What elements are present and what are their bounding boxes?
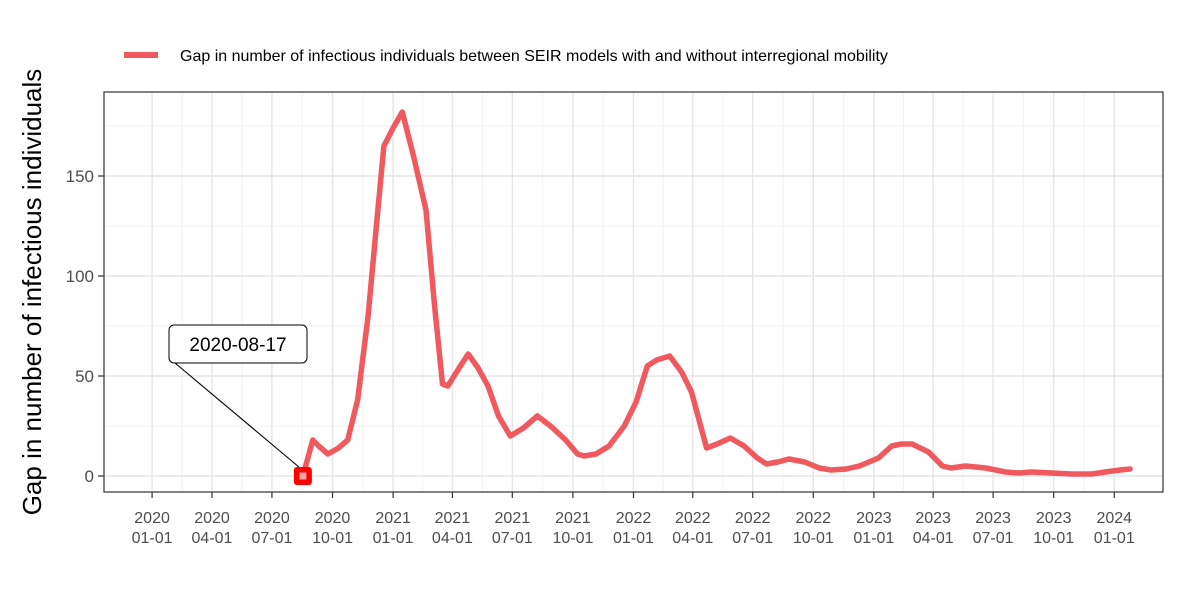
legend: Gap in number of infectious individuals … (124, 48, 888, 65)
x-tick-label-monthday: 04-01 (432, 530, 473, 547)
x-tick-label-monthday: 07-01 (492, 530, 533, 547)
y-tick-label: 0 (85, 467, 94, 486)
x-tick-label-year: 2022 (616, 510, 652, 527)
axes: 0 50 100 150 2020 01-01 2020 04-01 2020 07-01 2020… (66, 167, 1135, 547)
y-axis-label: Gap in number of infectious individuals (17, 69, 47, 516)
series-line (300, 109, 1133, 479)
x-tick-label-year: 2023 (856, 510, 892, 527)
x-tick-label-year: 2024 (1096, 510, 1132, 527)
series-layer (300, 109, 1133, 479)
x-tick-label-monthday: 01-01 (613, 530, 654, 547)
x-tick-label-monthday: 04-01 (913, 530, 954, 547)
x-tick-label-year: 2021 (495, 510, 531, 527)
annotation-marker-center (299, 472, 307, 480)
x-tick-label-monthday: 01-01 (1094, 530, 1135, 547)
annotation-label: 2020-08-17 (189, 335, 286, 356)
x-tick-label-monthday: 01-01 (373, 530, 414, 547)
x-tick-label-monthday: 07-01 (973, 530, 1014, 547)
x-tick-label-year: 2020 (134, 510, 170, 527)
annotation-layer: 2020-08-17 (168, 324, 312, 485)
x-tick-label-year: 2022 (675, 510, 711, 527)
x-tick-label-year: 2022 (795, 510, 831, 527)
x-tick-label-monthday: 10-01 (1033, 530, 1074, 547)
x-tick-label-year: 2020 (315, 510, 351, 527)
x-tick-label-year: 2020 (194, 510, 230, 527)
x-tick-label-year: 2021 (435, 510, 471, 527)
x-tick-label-year: 2020 (254, 510, 290, 527)
x-tick-label-year: 2023 (1036, 510, 1072, 527)
x-tick-label-monthday: 04-01 (672, 530, 713, 547)
x-tick-label-year: 2021 (375, 510, 411, 527)
x-tick-label-monthday: 10-01 (552, 530, 593, 547)
annotation-box (168, 324, 308, 364)
x-tick-label-monthday: 01-01 (853, 530, 894, 547)
annotation-leader-line (174, 362, 300, 468)
x-tick-label-monthday: 07-01 (732, 530, 773, 547)
y-tick-label: 100 (66, 267, 94, 286)
y-tick-label: 50 (75, 367, 94, 386)
y-tick-label: 150 (66, 167, 94, 186)
grid (104, 92, 1163, 492)
x-tick-label-year: 2023 (975, 510, 1011, 527)
x-tick-label-year: 2023 (915, 510, 951, 527)
x-tick-label-monthday: 07-01 (251, 530, 292, 547)
x-tick-label-monthday: 04-01 (192, 530, 233, 547)
x-tick-label-year: 2022 (735, 510, 771, 527)
legend-label: Gap in number of infectious individuals … (180, 48, 888, 65)
x-tick-label-year: 2021 (555, 510, 591, 527)
x-tick-label-monthday: 10-01 (312, 530, 353, 547)
x-tick-label-monthday: 10-01 (793, 530, 834, 547)
x-tick-label-monthday: 01-01 (132, 530, 173, 547)
